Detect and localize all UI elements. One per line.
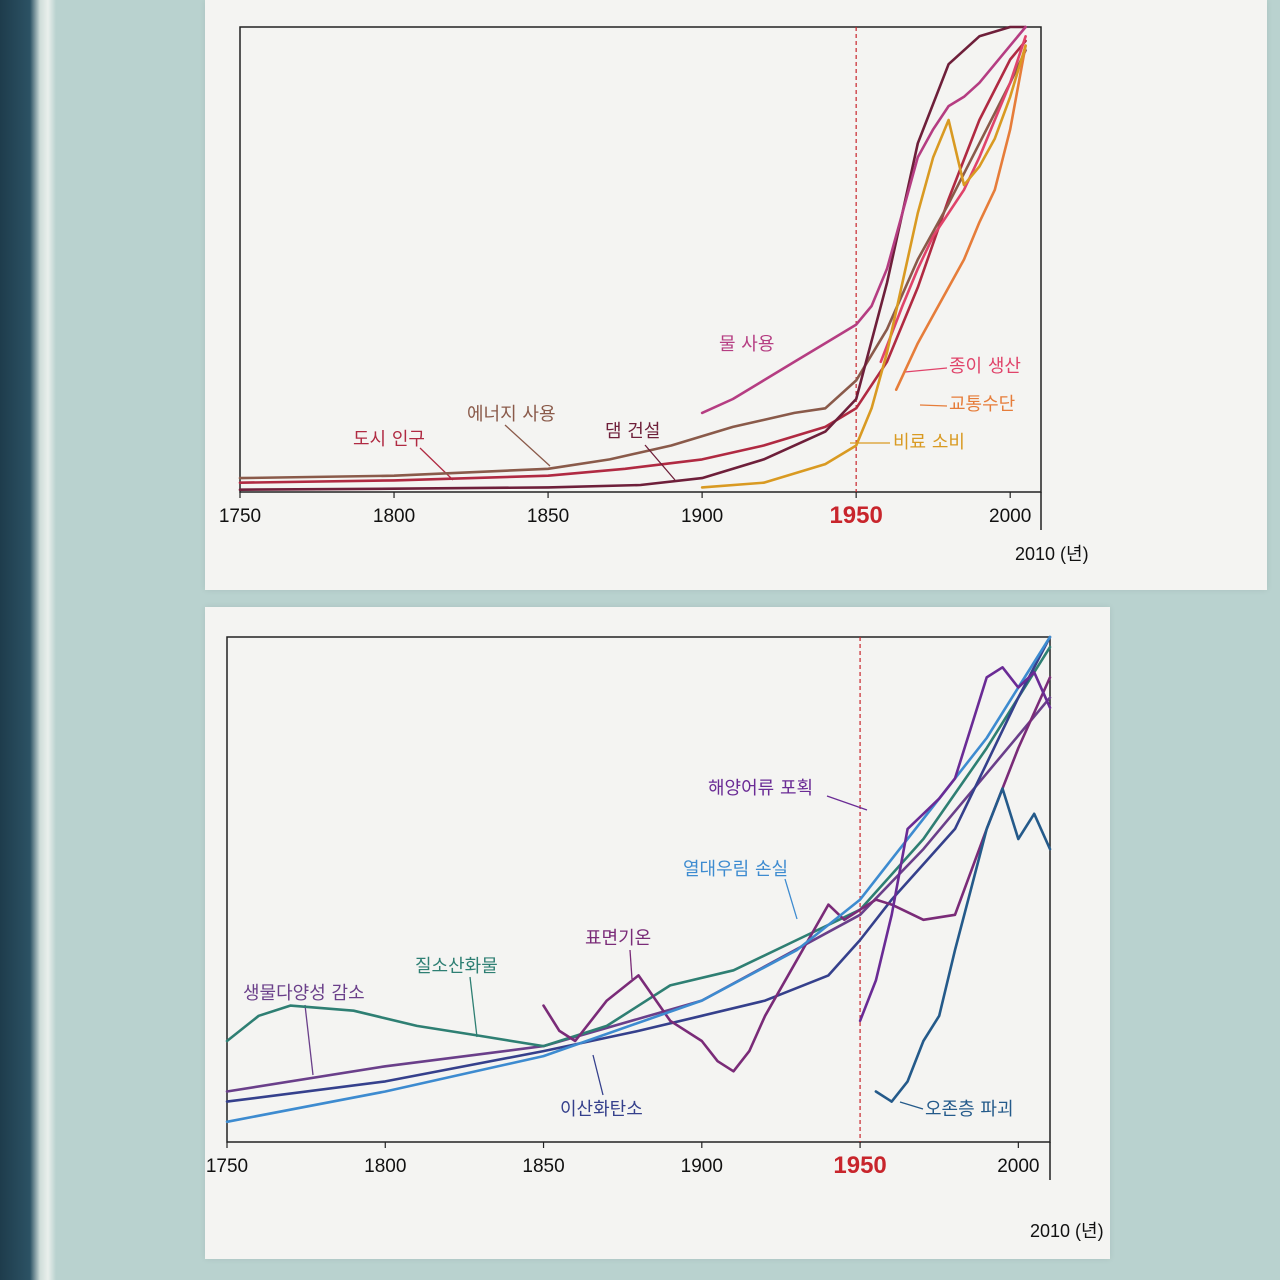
series-label-2: 에너지 사용 xyxy=(467,404,556,425)
series-leader-2 xyxy=(469,976,478,1038)
series-line-3 xyxy=(225,635,1052,1103)
series-leader-1 xyxy=(304,1004,314,1076)
x-tick-label: 2000 xyxy=(997,1156,1039,1177)
series-label-5: 종이 생산 xyxy=(949,356,1021,377)
series-leader-5 xyxy=(904,367,948,373)
chart-panel-bottom: 1750 1800 1850 1900 1950 2000 2010 (년) 생물다양성 감소… xyxy=(205,607,1110,1259)
plot-frame xyxy=(239,26,1042,493)
series-leader-1 xyxy=(419,447,454,481)
x-tick-label: 1750 xyxy=(206,1156,248,1177)
series-line-5 xyxy=(879,35,1027,364)
series-leader-6 xyxy=(826,795,868,811)
x-tick-label-highlight: 1950 xyxy=(833,1152,886,1179)
x-axis-unit-label: 2010 (년) xyxy=(1030,1221,1104,1241)
x-axis-unit-label: 2010 (년) xyxy=(1015,544,1089,564)
series-label-2: 질소산화물 xyxy=(415,956,498,977)
chart-top: 1750 1800 1850 1900 1950 2000 2010 (년) 도시 인구 에너지… xyxy=(219,25,1089,564)
x-tick-label: 1900 xyxy=(681,1156,723,1177)
series-line-1 xyxy=(238,39,1027,484)
series-label-4: 표면기온 xyxy=(585,928,651,949)
x-tick-label-highlight: 1950 xyxy=(829,502,882,529)
series-label-1: 도시 인구 xyxy=(353,429,425,450)
series-line-1 xyxy=(225,696,1052,1093)
x-tick-label: 1800 xyxy=(364,1156,406,1177)
series-leader-6 xyxy=(919,404,948,407)
series-label-1: 생물다양성 감소 xyxy=(243,983,365,1004)
series-label-6: 교통수단 xyxy=(949,394,1015,415)
series-label-3: 이산화탄소 xyxy=(560,1099,643,1120)
series-line-2 xyxy=(238,49,1027,480)
book-spine-shadow xyxy=(0,0,56,1280)
series-leader-3 xyxy=(644,444,676,481)
series-leader-4 xyxy=(629,949,633,980)
series-label-4: 물 사용 xyxy=(719,334,774,355)
series-line-4 xyxy=(542,676,1052,1073)
series-line-5 xyxy=(225,635,1052,1124)
series-line-7 xyxy=(874,787,1052,1103)
x-tick-label: 2000 xyxy=(989,506,1031,527)
series-label-6: 해양어류 포획 xyxy=(708,778,813,799)
series-label-7: 오존층 파괴 xyxy=(925,1099,1014,1120)
series-line-6 xyxy=(894,44,1027,391)
chart-bottom: 1750 1800 1850 1900 1950 2000 2010 (년) 생물다양성 감소… xyxy=(206,635,1104,1241)
series-label-3: 댐 건설 xyxy=(605,421,660,442)
series-line-7 xyxy=(700,44,1027,489)
series-leader-5 xyxy=(784,878,798,920)
series-label-7: 비료 소비 xyxy=(893,432,965,453)
x-tick-label: 1800 xyxy=(373,506,415,527)
x-tick-label: 1750 xyxy=(219,506,261,527)
series-leader-2 xyxy=(504,424,551,467)
series-leader-7 xyxy=(899,1101,924,1110)
chart-panel-top: 1750 1800 1850 1900 1950 2000 2010 (년) 도시 인구 에너지… xyxy=(205,0,1267,590)
series-label-5: 열대우림 손실 xyxy=(683,859,788,880)
x-tick-label: 1850 xyxy=(527,506,569,527)
plot-frame xyxy=(226,636,1051,1143)
series-line-3 xyxy=(238,25,1027,491)
series-line-6 xyxy=(858,666,1052,1023)
x-tick-label: 1900 xyxy=(681,506,723,527)
series-line-4 xyxy=(700,25,1027,415)
series-leader-3 xyxy=(592,1054,604,1096)
x-tick-label: 1850 xyxy=(522,1156,564,1177)
